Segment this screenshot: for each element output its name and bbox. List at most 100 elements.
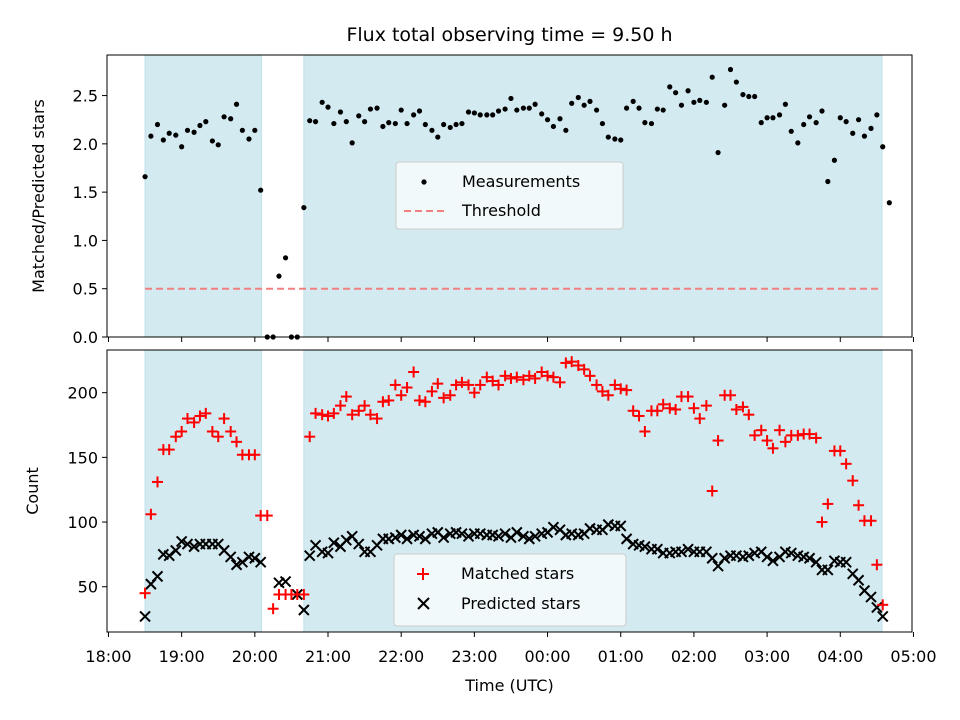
measurement-point (618, 137, 624, 143)
measurement-point (160, 137, 166, 143)
measurement-point (722, 102, 728, 108)
x-tick-label: 01:00 (598, 647, 644, 666)
y-tick-label: 1.5 (73, 183, 98, 202)
measurement-point (435, 134, 441, 140)
measurement-point (599, 120, 606, 127)
measurement-point (539, 111, 545, 117)
measurement-point (367, 106, 374, 112)
predicted-star-marker (529, 530, 541, 542)
measurement-point (520, 105, 527, 111)
matched-star-marker (383, 394, 395, 406)
matched-star-marker (602, 389, 614, 401)
measurement-point (715, 149, 721, 156)
predicted-star-marker (389, 531, 402, 544)
measurement-point (166, 130, 172, 136)
measurement-point (557, 116, 563, 122)
matched-star-marker (834, 445, 846, 457)
measurement-point (459, 120, 465, 127)
measurement-point (447, 124, 453, 131)
threshold-legend-label: Threshold (461, 201, 541, 220)
matched-star-marker (730, 404, 742, 416)
predicted-star-marker (462, 530, 475, 542)
matched-star-marker (511, 371, 523, 383)
matched-star-marker (371, 413, 383, 425)
predicted-star-marker (743, 549, 755, 562)
predicted-star-marker (340, 534, 353, 546)
predicted-star-marker (139, 610, 151, 623)
predicted-star-marker (254, 556, 267, 568)
measurement-point (868, 125, 874, 131)
measurement-point (514, 107, 520, 113)
matched-star-marker (316, 409, 328, 421)
matched-star-marker (688, 402, 700, 414)
matched-star-marker (542, 370, 554, 382)
measurement-point (349, 140, 355, 146)
matched-star-marker (877, 599, 889, 611)
matched-star-marker (346, 409, 358, 421)
matched-star-marker (206, 425, 218, 437)
measurement-point (673, 90, 679, 96)
matched-star-marker (267, 603, 279, 615)
measurement-point (593, 107, 600, 113)
measurement-point (703, 99, 709, 105)
measurement-point (495, 108, 502, 114)
matched-star-marker (712, 435, 724, 447)
x-tick-label: 18:00 (85, 647, 131, 666)
measurement-point (154, 121, 161, 128)
measurement-point (173, 132, 179, 138)
predicted-star-marker (224, 551, 237, 563)
predicted-star-marker (785, 547, 797, 559)
measurement-point (325, 104, 331, 110)
measurement-point (850, 130, 856, 136)
predicted-star-marker (437, 531, 450, 544)
ratio-legend: Measurements Threshold (395, 161, 624, 230)
predicted-star-marker (353, 538, 365, 550)
matched-star-marker (584, 370, 596, 382)
matched-star-marker (774, 424, 786, 436)
x-tick-label: 05:00 (890, 647, 936, 666)
predicted-star-marker (304, 549, 316, 562)
measurement-point (843, 119, 849, 125)
predicted-star-marker (151, 570, 164, 583)
measurement-point (806, 114, 813, 120)
y-tick-label: 200 (67, 384, 98, 403)
measurement-point (636, 105, 642, 111)
measurement-point (740, 91, 746, 98)
measurement-point (575, 94, 581, 101)
predicted-star-marker (188, 540, 200, 553)
matched-star-marker (572, 360, 584, 372)
count-panel-frame (106, 349, 913, 633)
ratio-legend-box (395, 161, 624, 230)
measurement-point (813, 120, 819, 126)
predicted-star-marker (492, 530, 505, 542)
measurement-point (337, 109, 344, 115)
matched-star-marker (499, 370, 511, 382)
x-tick-label: 20:00 (232, 647, 278, 666)
y-tick-label: 100 (67, 513, 98, 532)
measurement-point (801, 121, 807, 128)
matched-star-marker (547, 371, 559, 383)
predicted-star-marker (170, 544, 182, 557)
predicted-star-marker (810, 556, 822, 568)
measurements-legend-label: Measurements (462, 172, 580, 191)
measurement-point (307, 118, 313, 124)
matched-star-marker (328, 407, 340, 419)
matched-star-marker (182, 413, 193, 425)
predicted-star-marker (328, 537, 340, 549)
measurement-point (148, 133, 154, 139)
matched-star-marker (871, 559, 883, 571)
predicted-star-marker (456, 527, 468, 540)
predicted-star-marker (840, 556, 852, 568)
matched-star-marker (651, 405, 663, 417)
matched-star-marker (395, 389, 407, 401)
measurement-point (709, 74, 715, 80)
measurement-point (623, 105, 630, 111)
predicted-star-marker (865, 591, 877, 603)
y-tick-label: 150 (67, 448, 98, 467)
x-tick-label: 00:00 (524, 647, 570, 666)
predicted-legend-label: Predicted stars (461, 594, 581, 613)
measurement-point (441, 121, 447, 128)
measurement-point (179, 144, 185, 150)
measurement-point (184, 127, 191, 133)
measurement-point (142, 174, 148, 180)
